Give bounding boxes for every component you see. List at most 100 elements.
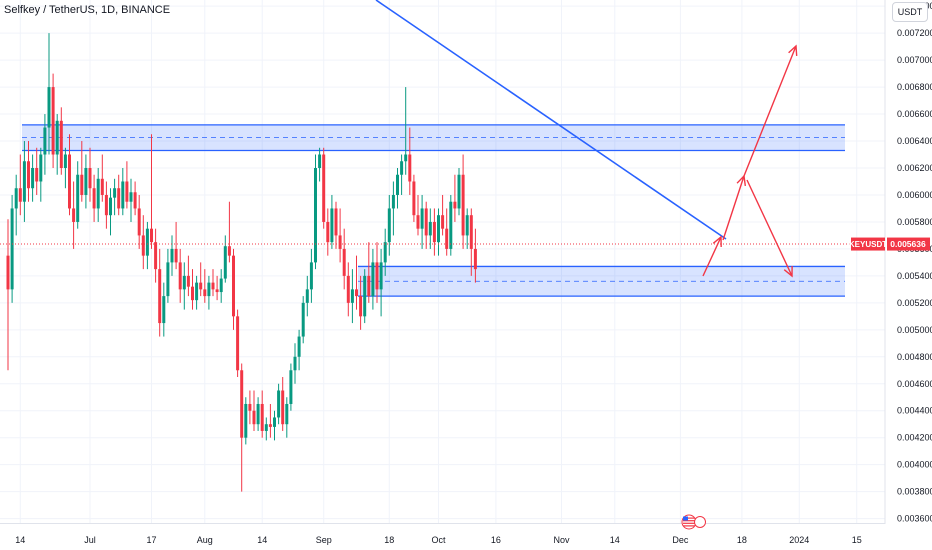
candle-bearish	[469, 208, 473, 276]
candle-body	[342, 248, 346, 276]
candle-body	[100, 178, 104, 195]
time-axis[interactable]: 14 Jul 17 Aug 14 Sep 18 Oct 16 Nov 14 Dec 18 2024 15	[0, 514, 885, 545]
candle-body	[264, 424, 268, 431]
x-tick-label: Jul	[84, 535, 96, 545]
candle-body	[191, 286, 194, 301]
candle-bearish	[150, 134, 153, 249]
candle-bullish	[297, 329, 301, 371]
candle-bearish	[92, 174, 96, 222]
flag-stripe	[683, 517, 695, 519]
candle-body	[186, 275, 190, 287]
drawing-overlays	[0, 0, 885, 278]
symbol-tag-bg	[851, 237, 885, 251]
candle-body	[379, 262, 383, 290]
price-tag-bg	[887, 237, 930, 251]
candle-bearish	[248, 390, 252, 425]
candle-body	[277, 390, 281, 418]
candle-bearish	[215, 275, 219, 301]
y-tick-label: 0.005000	[897, 325, 932, 335]
candle-bullish	[113, 178, 117, 216]
candle-body	[121, 181, 125, 209]
candle-body	[203, 289, 207, 297]
candle-body	[68, 154, 71, 209]
candle-body	[338, 235, 342, 249]
candle-bullish	[309, 248, 313, 303]
candle-body	[232, 255, 235, 317]
candle-body	[285, 403, 289, 425]
candle-bullish	[289, 363, 293, 411]
candle-body	[219, 278, 223, 293]
candle-bullish	[195, 275, 199, 310]
candle-bearish	[268, 403, 272, 438]
candle-body	[133, 192, 137, 209]
candle-bearish	[367, 242, 371, 303]
candle-body	[55, 120, 59, 155]
candle-bearish	[432, 208, 436, 256]
candle-bullish	[31, 154, 35, 202]
candle-bearish	[424, 201, 428, 249]
candle-body	[260, 403, 264, 431]
candle-bullish	[84, 154, 88, 209]
candle-body	[18, 188, 22, 202]
y-tick-label: 0.005400	[897, 271, 932, 281]
candle-body	[281, 390, 285, 425]
candle-bullish	[76, 161, 80, 229]
x-tick-label: 14	[257, 535, 267, 545]
price-axis[interactable]: 0.0074000.0072000.0070000.0068000.006600…	[849, 0, 932, 524]
candle-bullish	[223, 235, 227, 283]
candle-body	[162, 296, 166, 324]
candle-body	[14, 188, 18, 209]
resistance-zone-fill	[22, 124, 845, 151]
y-tick-label: 0.006200	[897, 163, 932, 173]
candle-body	[404, 154, 408, 162]
candle-bearish	[27, 141, 30, 202]
candle-body	[346, 275, 350, 303]
projection-arrow-down	[746, 179, 793, 277]
candle-bullish	[264, 417, 268, 441]
candle-body	[31, 168, 35, 189]
candle-body	[10, 208, 14, 290]
candle-bearish	[88, 147, 92, 202]
x-tick-label: Sep	[316, 535, 332, 545]
y-tick-label: 0.005800	[897, 217, 932, 227]
y-tick-label: 0.006000	[897, 190, 932, 200]
candle-body	[416, 215, 420, 229]
candle-bullish	[420, 194, 424, 249]
projection-arrow-up-1-head	[712, 235, 722, 248]
candlestick-series	[6, 33, 477, 492]
candle-bullish	[170, 235, 174, 276]
candle-bearish	[203, 269, 207, 303]
candle-body	[47, 87, 51, 128]
candle-body	[383, 242, 387, 263]
candle-body	[96, 178, 100, 209]
y-tick-label: 0.003600	[897, 514, 932, 524]
x-tick-label: Aug	[197, 535, 213, 545]
candle-body	[473, 248, 477, 270]
candle-bearish	[186, 255, 190, 297]
candle-body	[318, 154, 322, 168]
candle-bullish	[387, 194, 391, 256]
candle-body	[195, 282, 199, 301]
candle-bullish	[465, 208, 469, 249]
projection-arrow-up-1	[702, 236, 722, 277]
candle-body	[400, 161, 404, 175]
projection-arrow-target-head	[788, 44, 798, 57]
flag-stripe	[683, 520, 695, 522]
symbol-tag-text: KEYUSDT	[849, 240, 887, 249]
x-tick-label: 17	[146, 535, 156, 545]
candle-bearish	[408, 127, 412, 195]
us-flag-icon[interactable]	[681, 514, 706, 530]
projection-arrow-up-2	[722, 175, 745, 241]
projection-arrow-target	[743, 45, 797, 177]
candle-bullish	[363, 269, 367, 324]
candle-body	[309, 262, 313, 290]
candle-bearish	[334, 201, 338, 249]
candle-body	[39, 154, 43, 182]
candle-bearish	[346, 262, 350, 317]
currency-button[interactable]: USDT	[892, 2, 928, 22]
trend-line	[375, 0, 727, 240]
x-tick-label: 18	[737, 535, 747, 545]
flag-circle-2	[694, 516, 706, 528]
candle-bullish	[39, 147, 43, 202]
